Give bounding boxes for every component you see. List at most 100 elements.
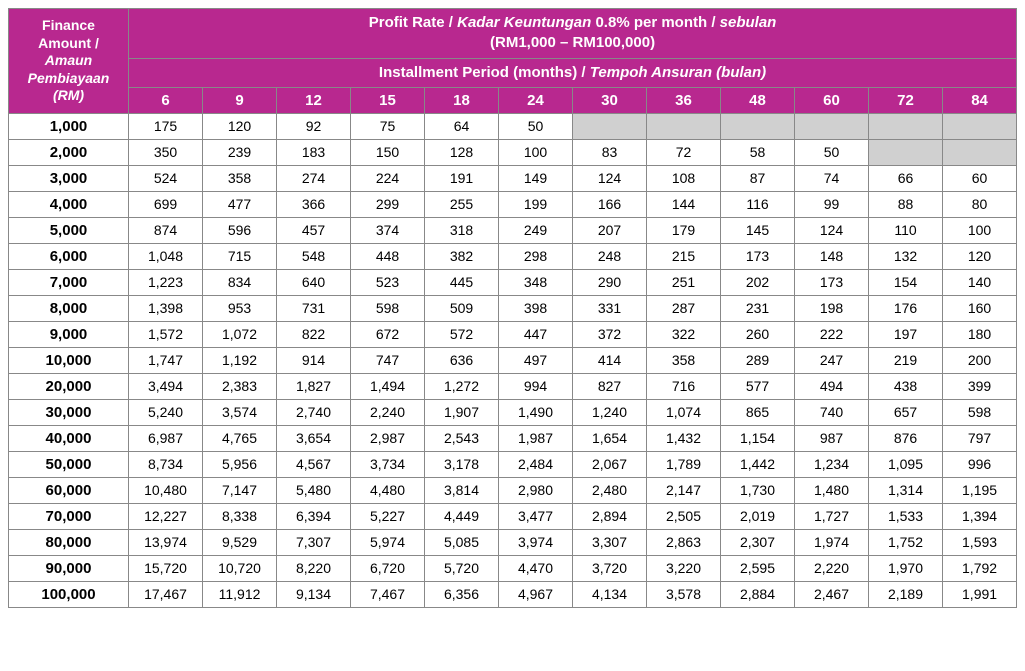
- installment-cell: 6,356: [425, 581, 499, 607]
- installment-cell: 374: [351, 217, 425, 243]
- installment-cell: 10,480: [129, 477, 203, 503]
- installment-cell: 5,720: [425, 555, 499, 581]
- finance-amount-cell: 7,000: [9, 269, 129, 295]
- installment-cell: 3,574: [203, 399, 277, 425]
- installment-cell: 13,974: [129, 529, 203, 555]
- installment-cell: 358: [647, 347, 721, 373]
- installment-cell: 2,980: [499, 477, 573, 503]
- installment-cell: 6,394: [277, 503, 351, 529]
- installment-cell: 1,192: [203, 347, 277, 373]
- installment-cell: 1,490: [499, 399, 573, 425]
- hdr-line: Finance: [42, 17, 95, 33]
- installment-cell: 2,484: [499, 451, 573, 477]
- installment-cell: 80: [943, 191, 1017, 217]
- installment-cell: 366: [277, 191, 351, 217]
- period-column-header: 84: [943, 87, 1017, 113]
- finance-amount-cell: 6,000: [9, 243, 129, 269]
- installment-cell: 148: [795, 243, 869, 269]
- installment-cell: 231: [721, 295, 795, 321]
- installment-cell: [869, 113, 943, 139]
- installment-cell: 457: [277, 217, 351, 243]
- installment-cell: 2,595: [721, 555, 795, 581]
- installment-cell: 3,654: [277, 425, 351, 451]
- table-row: 40,0006,9874,7653,6542,9872,5431,9871,65…: [9, 425, 1017, 451]
- installment-cell: 1,533: [869, 503, 943, 529]
- installment-cell: 2,740: [277, 399, 351, 425]
- installment-cell: 10,720: [203, 555, 277, 581]
- installment-cell: 75: [351, 113, 425, 139]
- finance-amount-cell: 3,000: [9, 165, 129, 191]
- installment-cell: 1,398: [129, 295, 203, 321]
- installment-cell: 222: [795, 321, 869, 347]
- installment-cell: 120: [943, 243, 1017, 269]
- installment-cell: 372: [573, 321, 647, 347]
- table-header: Finance Amount / Amaun Pembiayaan (RM) P…: [9, 9, 1017, 114]
- installment-cell: 445: [425, 269, 499, 295]
- installment-cell: 124: [573, 165, 647, 191]
- installment-cell: 548: [277, 243, 351, 269]
- table-row: 7,0001,223834640523445348290251202173154…: [9, 269, 1017, 295]
- table-row: 20,0003,4942,3831,8271,4941,272994827716…: [9, 373, 1017, 399]
- installment-cell: 1,792: [943, 555, 1017, 581]
- installment-cell: 145: [721, 217, 795, 243]
- installment-cell: 1,730: [721, 477, 795, 503]
- title-part: (RM1,000 – RM100,000): [490, 34, 655, 51]
- finance-amount-cell: 70,000: [9, 503, 129, 529]
- installment-cell: 4,967: [499, 581, 573, 607]
- installment-cell: 4,470: [499, 555, 573, 581]
- installment-cell: 865: [721, 399, 795, 425]
- installment-cell: 219: [869, 347, 943, 373]
- installment-cell: 5,085: [425, 529, 499, 555]
- finance-amount-cell: 80,000: [9, 529, 129, 555]
- installment-cell: 3,494: [129, 373, 203, 399]
- installment-cell: 5,956: [203, 451, 277, 477]
- installment-cell: 2,543: [425, 425, 499, 451]
- installment-cell: 596: [203, 217, 277, 243]
- installment-cell: 3,734: [351, 451, 425, 477]
- installment-cell: 64: [425, 113, 499, 139]
- installment-cell: 3,578: [647, 581, 721, 607]
- installment-cell: 318: [425, 217, 499, 243]
- sub-part: Tempoh Ansuran (bulan): [590, 64, 766, 81]
- installment-cell: 3,220: [647, 555, 721, 581]
- installment-cell: 3,814: [425, 477, 499, 503]
- installment-cell: 7,467: [351, 581, 425, 607]
- installment-cell: 11,912: [203, 581, 277, 607]
- installment-cell: 4,480: [351, 477, 425, 503]
- finance-amount-cell: 8,000: [9, 295, 129, 321]
- installment-cell: 987: [795, 425, 869, 451]
- installment-cell: 50: [499, 113, 573, 139]
- installment-cell: 7,147: [203, 477, 277, 503]
- installment-cell: 348: [499, 269, 573, 295]
- installment-cell: 140: [943, 269, 1017, 295]
- installment-cell: 6,720: [351, 555, 425, 581]
- installment-cell: 224: [351, 165, 425, 191]
- installment-cell: 58: [721, 139, 795, 165]
- installment-cell: 202: [721, 269, 795, 295]
- installment-cell: 2,480: [573, 477, 647, 503]
- installment-cell: 1,442: [721, 451, 795, 477]
- installment-cell: 577: [721, 373, 795, 399]
- installment-cell: 251: [647, 269, 721, 295]
- installment-cell: 160: [943, 295, 1017, 321]
- installment-cell: [573, 113, 647, 139]
- installment-cell: 183: [277, 139, 351, 165]
- profit-rate-header: Profit Rate / Kadar Keuntungan 0.8% per …: [129, 9, 1017, 59]
- sub-part: Installment Period (months) /: [379, 64, 590, 81]
- table-row: 2,00035023918315012810083725850: [9, 139, 1017, 165]
- installment-cell: 5,480: [277, 477, 351, 503]
- installment-cell: 128: [425, 139, 499, 165]
- installment-cell: 4,765: [203, 425, 277, 451]
- installment-cell: 180: [943, 321, 1017, 347]
- installment-cell: 657: [869, 399, 943, 425]
- installment-cell: 448: [351, 243, 425, 269]
- table-row: 5,00087459645737431824920717914512411010…: [9, 217, 1017, 243]
- installment-cell: 199: [499, 191, 573, 217]
- installment-cell: 1,480: [795, 477, 869, 503]
- installment-cell: 66: [869, 165, 943, 191]
- period-column-header: 24: [499, 87, 573, 113]
- table-row: 70,00012,2278,3386,3945,2274,4493,4772,8…: [9, 503, 1017, 529]
- finance-amount-cell: 30,000: [9, 399, 129, 425]
- installment-cell: 1,234: [795, 451, 869, 477]
- installment-cell: 298: [499, 243, 573, 269]
